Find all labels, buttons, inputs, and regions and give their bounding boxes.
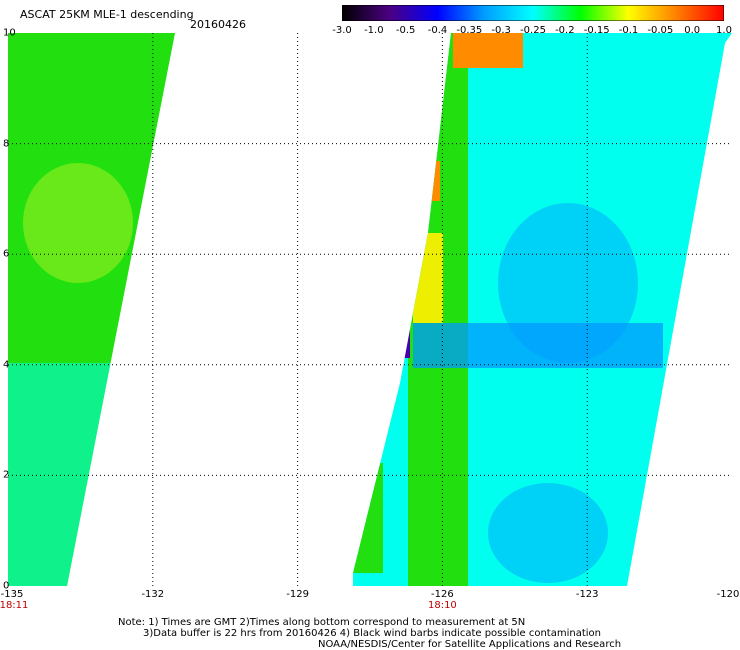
colorbar-tick-label: -0.3	[491, 25, 511, 36]
y-tick-label: 4	[3, 359, 10, 371]
swath-map	[8, 33, 732, 586]
colorbar-tick-label: -0.4	[427, 25, 448, 36]
y-tick-label: 2	[3, 469, 10, 481]
y-tick-label: 0	[3, 580, 10, 592]
note-line-1: Note: 1) Times are GMT 2)Times along bot…	[118, 617, 526, 628]
colorbar-tick-label: -0.05	[647, 25, 674, 36]
map-date: 20160426	[190, 18, 246, 31]
x-tick-label: -135	[0, 589, 24, 600]
colorbar-tick-label: -0.2	[555, 25, 575, 36]
note-line-2: 3)Data buffer is 22 hrs from 20160426 4)…	[143, 628, 601, 639]
colorbar-tick-label: -0.25	[520, 25, 546, 36]
x-tick-label: -132	[141, 589, 165, 600]
grid-lines	[8, 33, 732, 586]
map-title: ASCAT 25KM MLE-1 descending	[20, 8, 194, 21]
time-label: 18:10	[427, 600, 457, 611]
x-tick-label: -129	[286, 589, 309, 600]
y-tick-label: 10	[3, 27, 16, 39]
colorbar-tick-label: -0.5	[395, 25, 416, 36]
colorbar-tick-label: -0.15	[583, 25, 610, 36]
colorbar-tick-label: 0.0	[684, 25, 701, 36]
colorbar-tick-label: 1.0	[716, 25, 732, 36]
y-tick-label: 8	[3, 138, 10, 150]
x-tick-label: -126	[431, 589, 454, 600]
colorbar-tick-label: -3.0	[332, 25, 352, 36]
colorbar-tick-label: -0.35	[456, 25, 483, 36]
time-label: 18:11	[0, 600, 29, 611]
right-swath	[353, 33, 732, 586]
colorbar-tick-label: -0.1	[618, 25, 639, 36]
colorbar-tick-label: -1.0	[364, 25, 384, 36]
x-tick-label: -120	[716, 589, 740, 600]
x-tick-label: -123	[575, 589, 599, 600]
y-tick-label: 6	[3, 248, 10, 260]
note-line-3: NOAA/NESDIS/Center for Satellite Applica…	[318, 639, 622, 650]
colorbar	[342, 5, 724, 21]
